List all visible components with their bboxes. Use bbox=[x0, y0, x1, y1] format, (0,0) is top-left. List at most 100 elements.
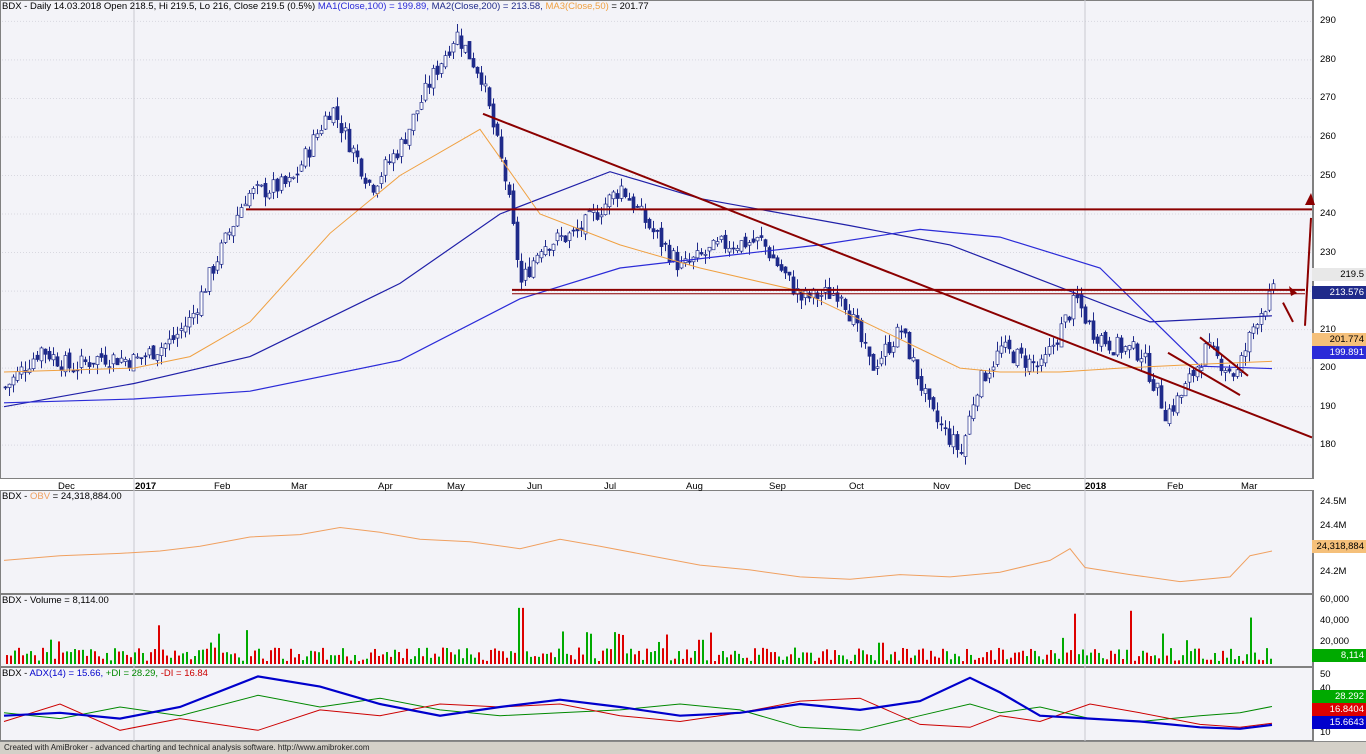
volume-bar bbox=[622, 634, 624, 664]
x-axis-label: Nov bbox=[933, 481, 950, 492]
candle-body bbox=[179, 328, 184, 331]
volume-bar bbox=[642, 659, 644, 664]
candle-body bbox=[19, 366, 24, 375]
volume-bar bbox=[974, 659, 976, 664]
volume-bar bbox=[334, 655, 336, 664]
volume-bar bbox=[166, 655, 168, 664]
volume-bar bbox=[926, 659, 928, 664]
volume-bar bbox=[346, 656, 348, 664]
volume-bar bbox=[322, 647, 324, 664]
candle-body bbox=[199, 291, 204, 316]
candle-body bbox=[355, 150, 360, 158]
candle-body bbox=[659, 227, 664, 247]
candle-body bbox=[635, 206, 640, 208]
volume-bar bbox=[222, 652, 224, 664]
volume-bar bbox=[1106, 659, 1108, 664]
volume-bar bbox=[342, 648, 344, 664]
candle-body bbox=[543, 246, 548, 256]
candle-body bbox=[615, 193, 620, 199]
volume-bar bbox=[1058, 658, 1060, 664]
volume-bar bbox=[890, 654, 892, 664]
volume-bar bbox=[810, 652, 812, 664]
adx-pane[interactable] bbox=[0, 667, 1313, 741]
x-axis-label: Sep bbox=[769, 481, 786, 492]
candle-body bbox=[247, 192, 252, 207]
volume-bar bbox=[434, 653, 436, 664]
candle-body bbox=[919, 376, 924, 391]
candle-body bbox=[695, 250, 700, 259]
candle-body bbox=[1203, 343, 1208, 366]
volume-bar bbox=[930, 650, 932, 664]
volume-bar bbox=[74, 649, 76, 664]
candle-body bbox=[627, 198, 632, 201]
candle-body bbox=[143, 355, 148, 358]
price-pane[interactable] bbox=[0, 0, 1313, 479]
candle-body bbox=[619, 185, 624, 199]
price-tick-label: 280 bbox=[1320, 53, 1336, 65]
candle-body bbox=[915, 359, 920, 380]
candle-body bbox=[227, 231, 232, 236]
flag-lower-line bbox=[1167, 351, 1241, 396]
candle-body bbox=[819, 295, 824, 297]
volume-bar bbox=[1186, 640, 1188, 664]
candle-body bbox=[567, 232, 572, 241]
volume-bar bbox=[278, 647, 280, 664]
candle-body bbox=[1239, 355, 1244, 373]
candle-body bbox=[1219, 358, 1224, 372]
candle-body bbox=[763, 239, 768, 247]
candle-body bbox=[411, 113, 416, 131]
obv-pane[interactable] bbox=[0, 490, 1313, 594]
volume-bar bbox=[82, 649, 84, 664]
obv-title-prefix: BDX - bbox=[2, 491, 30, 502]
volume-bar bbox=[1110, 650, 1112, 664]
volume-bar bbox=[86, 655, 88, 664]
volume-bar bbox=[910, 657, 912, 664]
volume-bar bbox=[970, 654, 972, 664]
price-value-label: 213.576 bbox=[1312, 286, 1366, 299]
candle-body bbox=[975, 394, 980, 407]
volume-bar bbox=[1254, 652, 1256, 664]
candle-body bbox=[383, 159, 388, 176]
candle-body bbox=[475, 66, 480, 74]
volume-bar bbox=[106, 652, 108, 664]
candle-body bbox=[459, 35, 464, 49]
candle-body bbox=[623, 188, 628, 198]
candle-body bbox=[1107, 340, 1112, 351]
volume-bar bbox=[946, 651, 948, 664]
volume-bar bbox=[522, 607, 524, 664]
candle-body bbox=[175, 333, 180, 339]
candle-body bbox=[599, 214, 604, 218]
candle-body bbox=[1171, 405, 1176, 412]
volume-bar bbox=[714, 661, 716, 664]
volume-bar bbox=[498, 650, 500, 664]
candle-body bbox=[15, 371, 20, 381]
candle-body bbox=[923, 388, 928, 394]
candle-body bbox=[547, 248, 552, 251]
candle-body bbox=[875, 366, 880, 369]
candle-body bbox=[335, 106, 340, 120]
minus-di-title: -DI = 16.84 bbox=[160, 668, 208, 679]
ma2-title: MA2(Close,200) = 213.58, bbox=[431, 1, 546, 12]
volume-bar bbox=[858, 648, 860, 664]
candle-body bbox=[11, 376, 16, 386]
x-axis-label: Oct bbox=[849, 481, 864, 492]
candle-body bbox=[587, 210, 592, 213]
volume-bar bbox=[1238, 655, 1240, 664]
volume-bar bbox=[614, 632, 616, 664]
volume-bar bbox=[662, 648, 664, 664]
candle-body bbox=[119, 357, 124, 363]
candle-body bbox=[1003, 341, 1008, 348]
candle-body bbox=[1255, 324, 1260, 329]
candle-body bbox=[755, 236, 760, 242]
candle-body bbox=[735, 248, 740, 251]
x-axis-label: Dec bbox=[1014, 481, 1031, 492]
volume-bar bbox=[110, 660, 112, 664]
volume-bar bbox=[990, 650, 992, 664]
candle-body bbox=[715, 241, 720, 245]
price-tick-label: 210 bbox=[1320, 323, 1336, 335]
candle-body bbox=[111, 354, 116, 365]
candle-body bbox=[1247, 332, 1252, 353]
candle-body bbox=[235, 214, 240, 227]
candle-body bbox=[1095, 336, 1100, 344]
